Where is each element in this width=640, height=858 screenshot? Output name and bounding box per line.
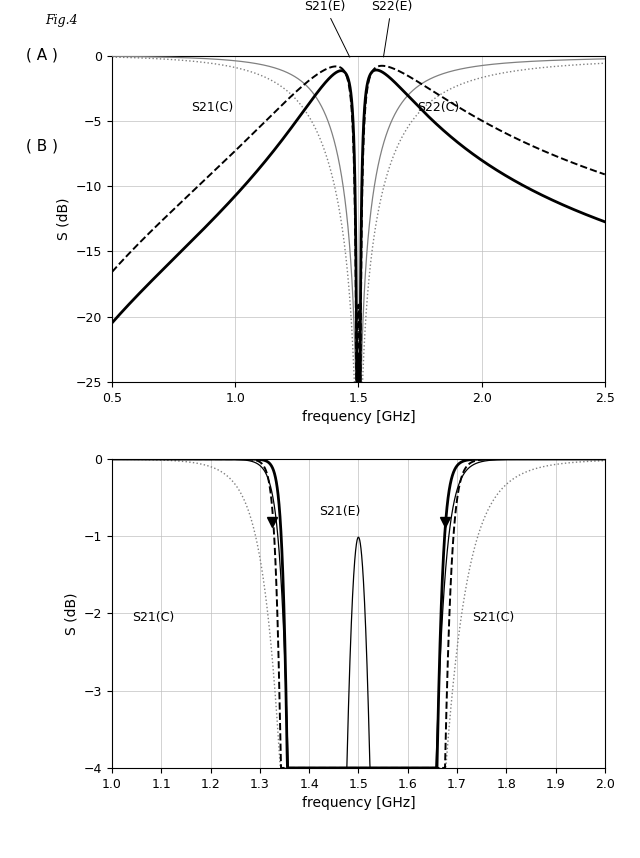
X-axis label: frequency [GHz]: frequency [GHz]: [301, 410, 415, 424]
Text: S22(E): S22(E): [371, 0, 412, 57]
Text: S21(E): S21(E): [304, 0, 350, 57]
Text: S21(C): S21(C): [132, 611, 174, 624]
Text: S21(C): S21(C): [191, 100, 233, 113]
Text: Fig.4: Fig.4: [45, 14, 77, 27]
X-axis label: frequency [GHz]: frequency [GHz]: [301, 796, 415, 810]
Y-axis label: S (dB): S (dB): [65, 592, 78, 635]
Text: S21(E): S21(E): [319, 505, 360, 517]
Text: S22(C): S22(C): [417, 100, 460, 113]
Text: S21(C): S21(C): [472, 611, 514, 624]
Text: ( B ): ( B ): [26, 139, 58, 154]
Text: ( A ): ( A ): [26, 47, 58, 62]
Y-axis label: S (dB): S (dB): [56, 197, 70, 240]
